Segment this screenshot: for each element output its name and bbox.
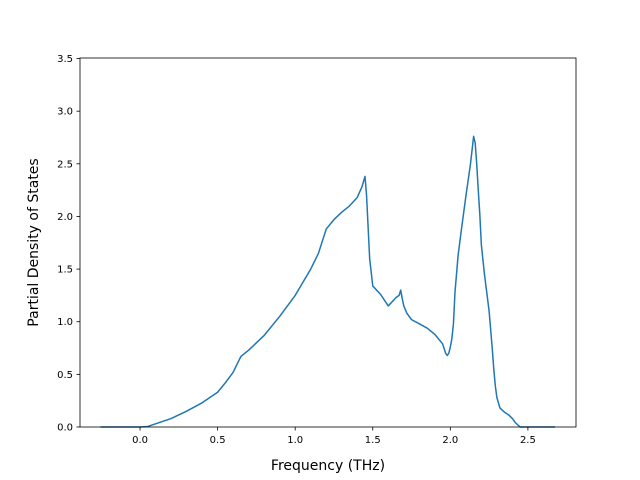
x-tick-label: 1.5 [365, 435, 381, 446]
y-tick-label: 3.5 [57, 54, 73, 65]
y-tick-label: 0.0 [57, 423, 73, 434]
y-tick-label: 2.0 [57, 212, 73, 223]
x-tick-label: 0.0 [132, 435, 148, 446]
axes-frame [79, 57, 577, 428]
y-tick-label: 0.5 [57, 370, 73, 381]
y-axis: 0.0 0.5 1.0 1.5 2.0 2.5 3.0 3.5 [57, 54, 80, 434]
y-tick-label: 3.0 [57, 107, 73, 118]
x-tick-label: 2.0 [442, 435, 458, 446]
x-axis-label: Frequency (THz) [271, 458, 385, 474]
plot-area [100, 135, 556, 428]
dos-series-line [100, 135, 556, 428]
y-tick-label: 1.0 [57, 317, 73, 328]
x-axis: 0.0 0.5 1.0 1.5 2.0 2.5 [132, 427, 536, 446]
x-tick-label: 1.0 [287, 435, 303, 446]
y-tick-label: 1.5 [57, 265, 73, 276]
x-tick-label: 0.5 [210, 435, 226, 446]
y-axis-label: Partial Density of States [26, 158, 42, 326]
y-tick-label: 2.5 [57, 159, 73, 170]
x-tick-label: 2.5 [520, 435, 536, 446]
